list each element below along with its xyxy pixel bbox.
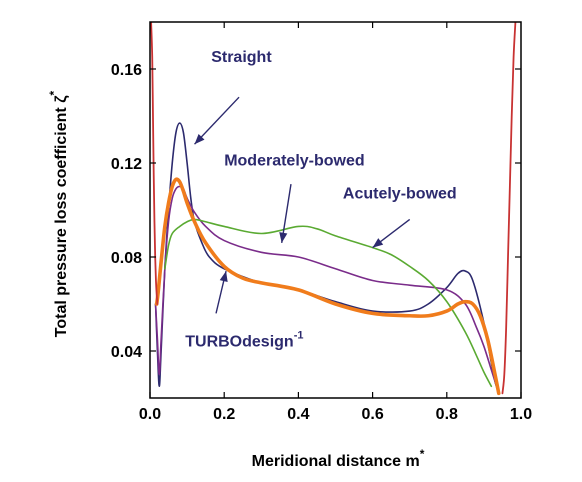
annotation-text: TURBOdesign bbox=[185, 333, 293, 350]
annotation-text: Moderately-bowed bbox=[224, 152, 364, 169]
tick-layer: 0.0 0.2 0.4 0.6 0.8 1.0 0.04 0.08 0.12 0.16 bbox=[111, 22, 532, 423]
series-line-turbodesign bbox=[154, 177, 501, 396]
annotation-sup: -1 bbox=[294, 329, 304, 341]
annotation-layer: Straight Moderately-bowed Acutely-bowed TUR… bbox=[185, 49, 456, 350]
x-tick-label: 1.0 bbox=[510, 406, 532, 423]
annotation-arrowhead-acutely-bowed bbox=[372, 238, 384, 248]
y-tick-label: 0.04 bbox=[111, 344, 142, 361]
x-tick-label: 0.8 bbox=[436, 406, 458, 423]
plot-frame bbox=[149, 21, 522, 399]
annotation-arrowhead-moderately-bowed bbox=[279, 232, 288, 243]
annotation-turbodesign: TURBOdesign-1 bbox=[185, 329, 303, 350]
annotation-acutely-bowed: Acutely-bowed bbox=[343, 185, 457, 202]
y-axis-label-sup: * bbox=[47, 90, 61, 95]
y-tick-label: 0.12 bbox=[111, 156, 142, 173]
series-line-wall-loss-4 bbox=[150, 22, 159, 305]
x-axis-label-text: Meridional distance m bbox=[252, 453, 420, 470]
annotation-text: Acutely-bowed bbox=[343, 185, 457, 202]
y-axis-label-text: Total pressure loss coefficient ζ bbox=[53, 95, 70, 337]
annotation-moderately-bowed: Moderately-bowed bbox=[224, 152, 364, 169]
series-line-acutely-bowed bbox=[164, 218, 493, 388]
series-line-wall-loss-5 bbox=[501, 22, 517, 395]
x-tick-label: 0.6 bbox=[361, 406, 383, 423]
annotation-arrow-straight bbox=[194, 96, 240, 145]
y-tick-label: 0.08 bbox=[111, 250, 142, 267]
x-tick-label: 0.0 bbox=[139, 406, 161, 423]
y-tick-label: 0.16 bbox=[111, 62, 142, 79]
annotation-arrowhead-straight bbox=[194, 133, 205, 145]
y-axis-label: Total pressure loss coefficient ζ* bbox=[47, 90, 70, 337]
series-line-moderately-bowed bbox=[154, 185, 500, 395]
annotation-straight: Straight bbox=[211, 49, 272, 66]
x-axis-label: Meridional distance m* bbox=[252, 447, 425, 470]
x-tick-label: 0.4 bbox=[287, 406, 309, 423]
x-tick-label: 0.2 bbox=[213, 406, 235, 423]
series-layer bbox=[150, 22, 517, 396]
x-axis-label-sup: * bbox=[420, 447, 425, 461]
annotation-text: Straight bbox=[211, 49, 272, 66]
annotation-arrowhead-turbodesign bbox=[219, 271, 228, 282]
